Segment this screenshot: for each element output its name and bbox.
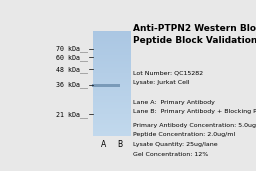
Text: A: A [100, 140, 106, 149]
Text: Anti-PTPN2 Western Blot &
Peptide Block Validation: Anti-PTPN2 Western Blot & Peptide Block … [133, 24, 256, 45]
Text: Lane A:  Primary Antibody: Lane A: Primary Antibody [133, 100, 215, 104]
Bar [92, 84, 120, 87]
Text: Gel Concentration: 12%: Gel Concentration: 12% [133, 152, 208, 157]
Text: Lot Number: QC15282: Lot Number: QC15282 [133, 71, 203, 76]
Text: Primary Antibody Concentration: 5.0ug/ml: Primary Antibody Concentration: 5.0ug/ml [133, 123, 256, 128]
Text: 70 kDa__: 70 kDa__ [56, 46, 88, 52]
Text: 60 kDa__: 60 kDa__ [56, 54, 88, 61]
Text: B: B [117, 140, 122, 149]
Text: Lysate: Jurkat Cell: Lysate: Jurkat Cell [133, 80, 190, 85]
Text: Lysate Quantity: 25ug/lane: Lysate Quantity: 25ug/lane [133, 142, 218, 147]
Text: 36 kDa__: 36 kDa__ [56, 82, 88, 88]
Text: Lane B:  Primary Antibody + Blocking Peptide: Lane B: Primary Antibody + Blocking Pept… [133, 109, 256, 114]
Text: 48 kDa__: 48 kDa__ [56, 66, 88, 73]
Text: Peptide Concentration: 2.0ug/ml: Peptide Concentration: 2.0ug/ml [133, 132, 235, 137]
Text: 21 kDa__: 21 kDa__ [56, 111, 88, 118]
